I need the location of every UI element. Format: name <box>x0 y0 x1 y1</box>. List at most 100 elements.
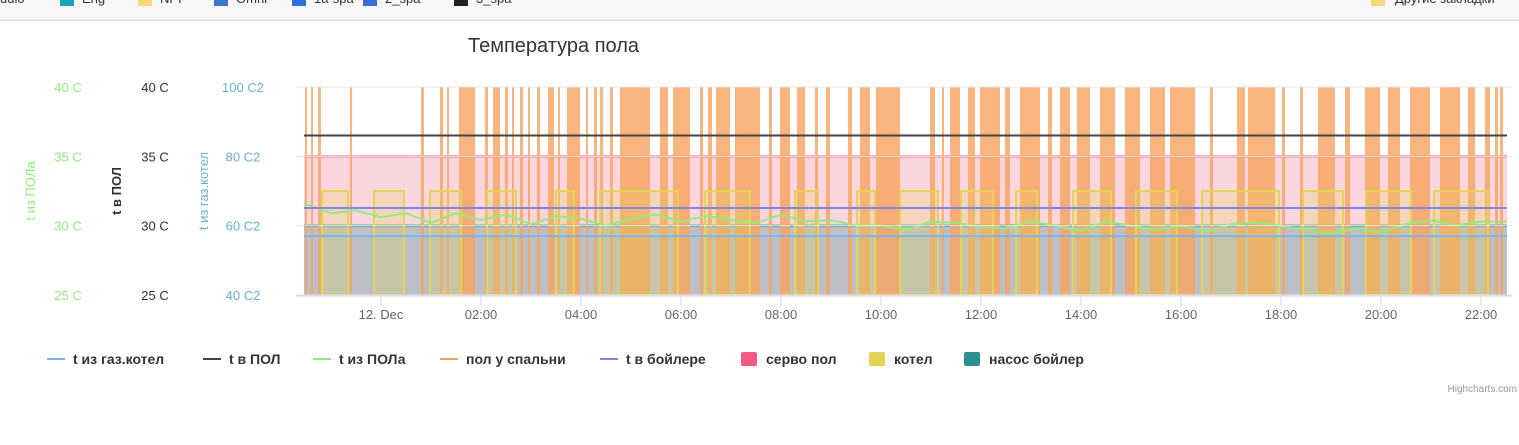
step-block <box>856 190 876 296</box>
bookmark-icon <box>454 0 468 6</box>
bookmark[interactable]: udio <box>0 0 25 6</box>
step-block <box>1495 87 1498 295</box>
y-tick-label: 100 C2 <box>222 80 264 95</box>
y-tick-label: 40 C <box>54 80 81 95</box>
step-block <box>1005 87 1010 295</box>
step-block <box>321 190 349 296</box>
x-tick-label: 16:00 <box>1165 307 1198 322</box>
step-block <box>548 87 554 295</box>
step-block <box>1433 190 1489 296</box>
bookmark[interactable]: Другие закладки <box>1395 0 1495 6</box>
step-block <box>1048 87 1052 295</box>
step-block <box>826 87 830 295</box>
bookmark[interactable]: NPI <box>160 0 182 6</box>
legend-item[interactable]: серво пол <box>766 351 837 367</box>
y-tick-label: 25 C <box>141 288 168 303</box>
step-block <box>599 190 679 296</box>
step-block <box>555 190 575 296</box>
step-block <box>1302 190 1344 296</box>
step-block <box>1015 190 1038 296</box>
legend-symbol[interactable] <box>869 352 885 366</box>
legend-item[interactable]: насос бойлер <box>989 351 1084 367</box>
y-tick-label: 30 C <box>54 219 81 234</box>
legend-item[interactable]: t в ПОЛ <box>229 351 280 367</box>
legend-item[interactable]: котел <box>894 351 933 367</box>
step-block <box>876 87 900 295</box>
legend-item[interactable]: пол у спальни <box>466 351 566 367</box>
step-block <box>1500 87 1503 295</box>
bookmark[interactable]: Eng <box>82 0 105 6</box>
y-tick-label: 30 C <box>141 219 168 234</box>
y-tick-label: 80 C2 <box>226 149 261 164</box>
step-block <box>421 87 424 295</box>
bookmark-icon <box>292 0 306 6</box>
step-block <box>373 190 405 296</box>
step-block <box>520 87 523 295</box>
x-tick-label: 14:00 <box>1065 307 1098 322</box>
step-block <box>486 190 517 296</box>
step-block <box>899 190 939 296</box>
bookmark-icon <box>60 0 74 6</box>
step-block <box>780 87 790 295</box>
legend-symbol[interactable] <box>741 352 757 366</box>
x-tick-label: 08:00 <box>765 307 798 322</box>
bookmark[interactable]: 1a-spa <box>314 0 355 6</box>
step-block <box>1072 190 1112 296</box>
credits[interactable]: Highcharts.com <box>1448 384 1517 395</box>
bookmark[interactable]: 2_spa <box>385 0 421 6</box>
x-tick-label: 10:00 <box>865 307 898 322</box>
x-tick-label: 06:00 <box>665 307 698 322</box>
y-axis-title: t из газ.котел <box>196 152 211 230</box>
step-block <box>305 87 307 295</box>
bookmark[interactable]: Omni <box>236 0 267 6</box>
y-axis-title: t в ПОЛ <box>109 167 124 215</box>
bookmark-bar <box>0 0 1519 20</box>
step-block <box>318 87 321 295</box>
y-tick-label: 40 C2 <box>226 288 261 303</box>
x-tick-label: 12:00 <box>965 307 998 322</box>
step-block <box>537 87 540 295</box>
chart-title: Температура пола <box>468 35 640 57</box>
bookmark-icon <box>138 0 152 6</box>
step-block <box>700 87 703 295</box>
step-block <box>769 87 772 295</box>
step-block <box>1201 190 1280 296</box>
step-block <box>950 87 960 295</box>
step-block <box>1060 87 1070 295</box>
bookmark-icon <box>214 0 228 6</box>
bookmark-icon <box>1371 0 1385 6</box>
step-block <box>586 87 588 295</box>
x-tick-label: 20:00 <box>1365 307 1398 322</box>
legend-symbol[interactable] <box>964 352 980 366</box>
legend-item[interactable]: t в бойлере <box>626 351 706 367</box>
step-block <box>1345 87 1350 295</box>
y-tick-label: 25 C <box>54 288 81 303</box>
x-tick-label: 22:00 <box>1465 307 1498 322</box>
area-fill <box>304 225 1507 295</box>
step-block <box>848 87 852 295</box>
step-block <box>1410 87 1430 295</box>
x-tick-label: 12. Dec <box>359 307 404 322</box>
step-block <box>794 190 819 296</box>
step-block <box>960 190 994 296</box>
step-block <box>704 190 751 296</box>
x-tick-label: 02:00 <box>465 307 498 322</box>
step-block <box>1135 190 1178 296</box>
step-block <box>459 87 475 295</box>
y-axis-title: t из ПОЛа <box>23 161 38 221</box>
bookmark[interactable]: 3_spa <box>476 0 512 6</box>
legend-item[interactable]: t из газ.котел <box>73 351 164 367</box>
step-block <box>311 87 313 295</box>
step-block <box>942 87 944 295</box>
y-tick-label: 40 C <box>141 80 168 95</box>
step-block <box>528 87 530 295</box>
x-tick-label: 18:00 <box>1265 307 1298 322</box>
legend-item[interactable]: t из ПОЛа <box>339 351 406 367</box>
y-tick-label: 60 C2 <box>226 219 261 234</box>
step-block <box>1282 87 1285 295</box>
y-tick-label: 35 C <box>54 149 81 164</box>
step-block <box>1300 87 1303 295</box>
y-tick-label: 35 C <box>141 149 168 164</box>
